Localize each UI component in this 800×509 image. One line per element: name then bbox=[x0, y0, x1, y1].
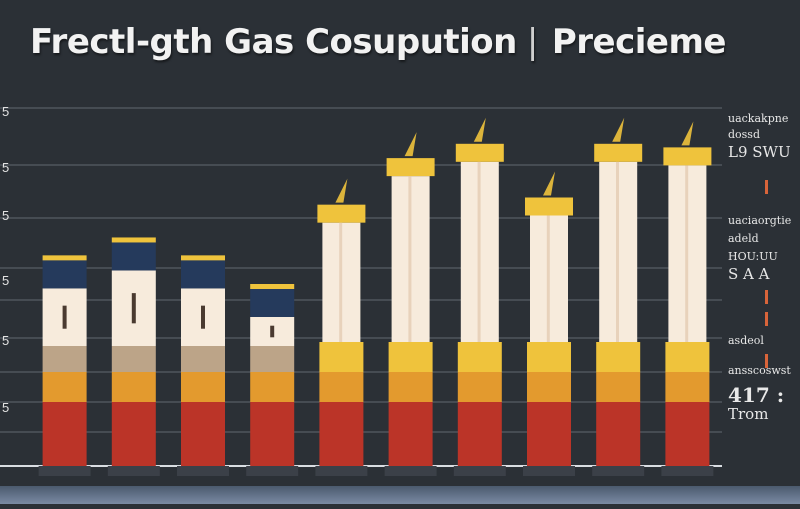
chart-title-sub: Preciеme bbox=[551, 22, 727, 62]
bar-2-foot bbox=[177, 466, 229, 476]
y-tick-label-3: 5 bbox=[2, 273, 9, 288]
bar-8-red bbox=[596, 402, 641, 466]
side-label-0: uackakpne bbox=[728, 112, 789, 125]
side-marker-1 bbox=[765, 290, 768, 304]
bar-2-cap bbox=[181, 255, 225, 261]
bar-5-foot bbox=[384, 466, 437, 476]
side-marker-0 bbox=[765, 180, 768, 194]
bar-5-amber bbox=[388, 372, 433, 402]
bar-8-highlight bbox=[616, 161, 619, 342]
y-tick-label-5: 5 bbox=[2, 400, 9, 415]
bar-9-highlight bbox=[685, 165, 689, 342]
bar-3-foot bbox=[246, 466, 299, 476]
bar-9-gold bbox=[665, 342, 710, 372]
bar-1-navy bbox=[111, 240, 156, 271]
bar-1-cap bbox=[111, 237, 156, 243]
bar-3-cap bbox=[250, 284, 295, 289]
bar-8-cap bbox=[594, 143, 643, 162]
bar-7-red bbox=[527, 402, 571, 466]
side-label-3: uaciaorgtie bbox=[728, 214, 792, 227]
bar-6-red bbox=[457, 402, 502, 466]
bar-9-flame bbox=[681, 121, 694, 146]
bar-5-highlight bbox=[408, 176, 412, 342]
chart-title: Frectl-gth Gas Cosupution | Preciеme bbox=[30, 22, 726, 62]
side-label-2: L9 SWU bbox=[728, 144, 791, 160]
bar-2-slot bbox=[201, 305, 205, 329]
side-label-10: Trom bbox=[728, 406, 769, 422]
bar-9-cap bbox=[663, 147, 712, 166]
bar-0-amber bbox=[42, 372, 87, 402]
side-marker-3 bbox=[765, 354, 768, 368]
bar-3-navy bbox=[250, 287, 295, 317]
bar-7-foot bbox=[523, 466, 575, 476]
side-marker-2 bbox=[765, 312, 768, 326]
bar-5-cap bbox=[386, 158, 435, 177]
bar-4-red bbox=[319, 402, 364, 466]
bar-5-red bbox=[388, 402, 433, 466]
bar-3-amber bbox=[250, 372, 295, 402]
bar-6-flame bbox=[473, 117, 486, 142]
bar-7-amber bbox=[527, 372, 571, 402]
side-label-1: dossd bbox=[728, 128, 760, 141]
bar-5-gold bbox=[388, 342, 433, 372]
bar-9-foot bbox=[661, 466, 714, 476]
bar-8-foot bbox=[592, 466, 645, 476]
bar-7-gold bbox=[527, 342, 571, 372]
bar-6-foot bbox=[453, 466, 506, 476]
bar-1-tan bbox=[111, 346, 156, 372]
side-label-6: S A A bbox=[728, 266, 770, 282]
bar-2-tan bbox=[181, 346, 225, 372]
side-label-5: HOU:UU bbox=[728, 250, 778, 263]
side-label-4: adeld bbox=[728, 232, 759, 245]
bar-9-red bbox=[665, 402, 710, 466]
bar-3-tan bbox=[250, 346, 295, 372]
bar-1-foot bbox=[107, 466, 160, 476]
bar-4-flame bbox=[335, 178, 348, 203]
bar-9-amber bbox=[665, 372, 710, 402]
bar-4-cap bbox=[317, 204, 366, 223]
bar-4-foot bbox=[315, 466, 368, 476]
bar-7-cap bbox=[525, 197, 573, 216]
y-tick-label-2: 5 bbox=[2, 208, 9, 223]
bar-3-red bbox=[250, 402, 295, 466]
side-label-7: asdeol bbox=[728, 334, 764, 347]
bar-8-amber bbox=[596, 372, 641, 402]
side-label-9: 417 : bbox=[728, 384, 785, 406]
bar-4-amber bbox=[319, 372, 364, 402]
y-tick-label-1: 5 bbox=[2, 160, 9, 175]
bottom-strip bbox=[0, 486, 800, 504]
bar-2-red bbox=[181, 402, 225, 466]
bar-8-gold bbox=[596, 342, 641, 372]
bar-1-slot bbox=[131, 293, 136, 324]
bar-1-amber bbox=[111, 372, 156, 402]
side-label-8: ansscoswst bbox=[728, 364, 791, 377]
bar-4-highlight bbox=[339, 222, 343, 342]
title-separator: | bbox=[526, 22, 538, 62]
bar-4-gold bbox=[319, 342, 364, 372]
bar-6-highlight bbox=[477, 161, 481, 342]
bar-7-flame bbox=[543, 171, 555, 196]
bar-3-slot bbox=[270, 325, 275, 338]
bar-0-navy bbox=[42, 258, 87, 289]
bar-6-cap bbox=[455, 143, 504, 162]
bar-8-flame bbox=[612, 117, 625, 142]
bar-1-red bbox=[111, 402, 156, 466]
bar-5-flame bbox=[404, 132, 417, 157]
bar-6-amber bbox=[457, 372, 502, 402]
chart-title-main: Frectl-gth Gas Cosupution bbox=[30, 22, 517, 62]
bar-0-tan bbox=[42, 346, 87, 372]
bar-7-highlight bbox=[546, 215, 550, 342]
bar-2-navy bbox=[181, 258, 225, 289]
bar-2-amber bbox=[181, 372, 225, 402]
y-tick-label-4: 5 bbox=[2, 333, 9, 348]
bar-0-foot bbox=[38, 466, 91, 476]
bar-0-cap bbox=[42, 255, 87, 261]
bar-0-slot bbox=[62, 305, 67, 329]
bar-0-red bbox=[42, 402, 87, 466]
y-tick-label-0: 5 bbox=[2, 104, 9, 119]
bar-6-gold bbox=[457, 342, 502, 372]
